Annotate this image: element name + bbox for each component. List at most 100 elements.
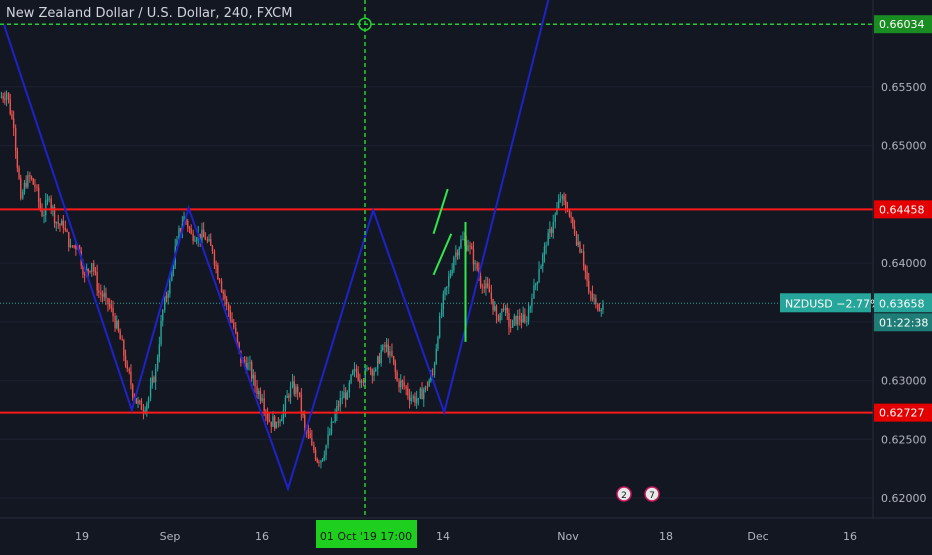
candle-body — [288, 395, 290, 398]
candle-body — [572, 217, 574, 227]
candle-body — [215, 264, 217, 266]
candle-body — [467, 245, 469, 251]
candle-body — [471, 246, 473, 249]
candle-body — [329, 433, 331, 435]
candle-body — [87, 268, 90, 271]
candle-body — [107, 298, 109, 304]
candle-body — [282, 409, 285, 419]
candle-body — [178, 228, 180, 240]
candle-body — [584, 266, 587, 272]
candle-body — [394, 362, 397, 373]
candle-body — [314, 450, 317, 459]
candle-body — [249, 362, 251, 364]
candle-body — [334, 413, 336, 422]
candle-body — [250, 362, 253, 379]
candle-body — [110, 306, 113, 309]
candle-body — [131, 384, 134, 397]
candle-body — [336, 405, 338, 414]
candle-body — [229, 310, 232, 320]
candle-body — [78, 245, 81, 252]
candle-body — [426, 386, 429, 388]
candle-body — [580, 251, 583, 253]
candle-body — [350, 374, 352, 383]
candle-body — [401, 380, 404, 383]
candle-body — [270, 421, 272, 427]
candle-body — [590, 292, 592, 294]
candle-body — [446, 286, 448, 289]
candle-body — [98, 290, 100, 293]
candle-body — [511, 319, 514, 328]
candle-body — [357, 372, 359, 381]
candle-body — [144, 410, 146, 413]
price-axis-background — [873, 0, 932, 550]
candle-body — [29, 175, 31, 177]
candle-body — [34, 184, 36, 187]
candle-body — [277, 421, 280, 423]
countdown-label: 01:22:38 — [879, 316, 928, 329]
candle-body — [561, 195, 564, 199]
candle-body — [304, 415, 306, 428]
candle-body — [453, 257, 455, 271]
price-tick-label: 0.62000 — [881, 492, 927, 505]
candle-body — [62, 220, 65, 228]
level-label: 0.64458 — [879, 203, 925, 216]
event-badge[interactable] — [616, 486, 632, 502]
candle-body — [176, 239, 178, 247]
candle-body — [533, 285, 535, 299]
candle-body — [22, 191, 24, 199]
candle-body — [341, 398, 343, 400]
candle-body — [71, 245, 74, 247]
candle-body — [9, 99, 11, 115]
candle-body — [18, 167, 20, 179]
candle-body — [73, 245, 75, 247]
price-axis: 0.620000.625000.630000.635000.640000.650… — [780, 0, 932, 550]
candle-body — [25, 182, 27, 187]
candle-body — [536, 281, 539, 285]
candle-body — [284, 397, 287, 410]
candle-body — [298, 392, 301, 395]
candle-body — [481, 285, 483, 287]
candle-body — [238, 342, 240, 351]
candle-body — [66, 230, 68, 233]
candle-body — [204, 237, 207, 240]
candle-body — [224, 293, 226, 299]
candle-body — [557, 200, 560, 208]
candle-body — [455, 252, 457, 258]
candle-body — [256, 386, 258, 395]
candle-body — [364, 369, 366, 383]
candle-body — [428, 380, 430, 387]
candle-body — [60, 220, 63, 226]
candle-body — [50, 198, 52, 209]
candle-body — [89, 270, 91, 272]
candle-body — [502, 308, 505, 311]
candle-body — [4, 98, 6, 100]
candle-body — [355, 368, 358, 373]
candle-body — [396, 372, 398, 381]
candle-body — [359, 380, 361, 383]
candle-body — [201, 229, 203, 240]
candle-body — [586, 271, 588, 281]
candle-body — [353, 368, 356, 371]
candle-body — [346, 392, 349, 400]
candle-body — [217, 265, 219, 280]
candle-body — [378, 356, 381, 364]
candle-body — [231, 319, 233, 323]
time-tick-label: 14 — [436, 530, 450, 543]
candle-body — [348, 382, 351, 393]
candle-body — [384, 345, 386, 347]
candle-body — [506, 307, 508, 314]
candle-body — [116, 320, 118, 329]
candle-body — [593, 298, 595, 300]
candle-body — [565, 200, 567, 210]
candle-body — [142, 409, 145, 413]
candle-body — [300, 394, 303, 413]
event-badge[interactable] — [644, 486, 660, 502]
chart-title: New Zealand Dollar / U.S. Dollar, 240, F… — [6, 6, 293, 21]
candle-body — [391, 351, 393, 357]
candle-body — [440, 308, 443, 316]
candle-body — [69, 245, 72, 247]
time-tick-label: Nov — [557, 530, 579, 543]
